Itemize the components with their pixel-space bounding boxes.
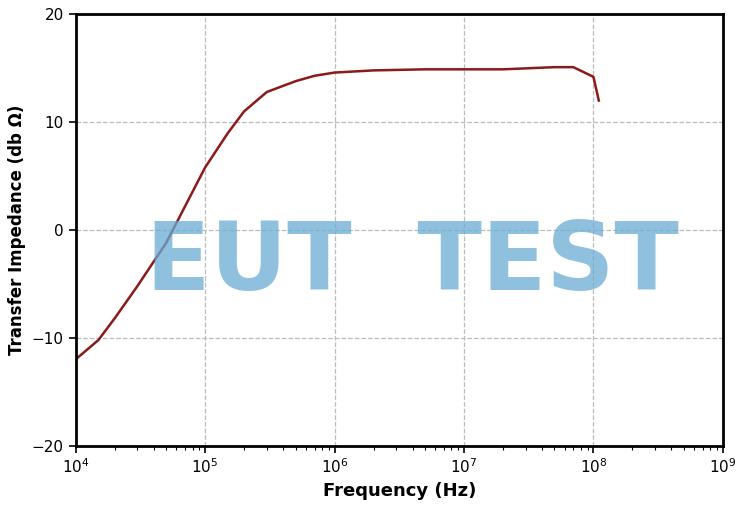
- Text: EUT  TEST: EUT TEST: [146, 218, 679, 310]
- Y-axis label: Transfer Impedance (db Ω): Transfer Impedance (db Ω): [8, 105, 26, 355]
- X-axis label: Frequency (Hz): Frequency (Hz): [323, 482, 476, 500]
